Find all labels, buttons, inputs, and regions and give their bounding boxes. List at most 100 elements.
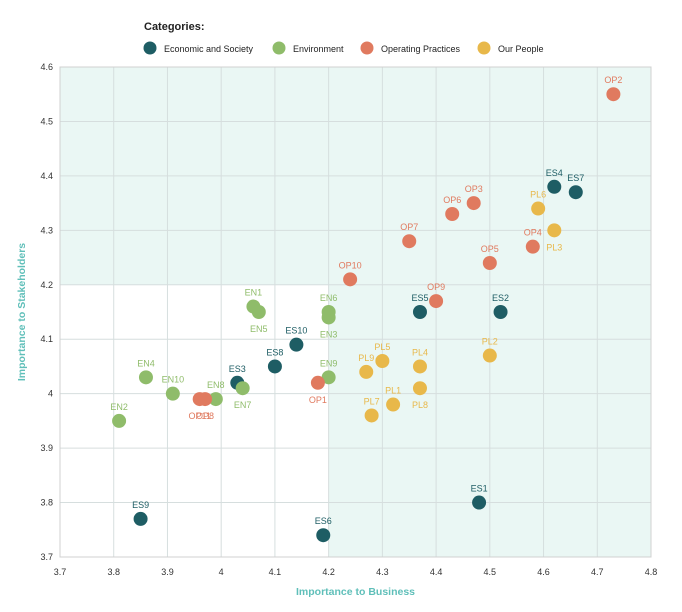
x-tick-label: 3.8 [107, 567, 120, 577]
point-en7[interactable] [235, 381, 250, 396]
point-op2[interactable] [606, 87, 621, 102]
point-en2[interactable] [112, 413, 127, 428]
point-en5[interactable] [251, 305, 266, 319]
point-es1[interactable] [472, 495, 487, 510]
y-tick-labels: 3.7 3.8 3.9 4 4.1 4.2 4.3 4.4 4.5 4.6 [40, 62, 53, 562]
point-label-op2: OP2 [604, 75, 622, 85]
point-pl4[interactable] [412, 359, 427, 374]
point-op11[interactable] [192, 392, 207, 407]
x-tick-label: 4.1 [269, 567, 282, 577]
point-label-es5: ES5 [411, 293, 428, 303]
point-en4[interactable] [138, 370, 153, 385]
point-label-es7: ES7 [567, 173, 584, 183]
x-tick-labels: 3.7 3.8 3.9 4 4.1 4.2 4.3 4.4 4.5 4.6 4.7 4.8 [54, 567, 658, 577]
legend-label-2[interactable]: Environment [293, 44, 344, 54]
x-tick-label: 4.8 [645, 567, 658, 577]
point-op1[interactable] [310, 375, 325, 390]
legend-label-3[interactable]: Operating Practices [381, 44, 461, 54]
x-tick-label: 4.6 [537, 567, 550, 577]
point-es8[interactable] [267, 359, 282, 374]
point-label-es1: ES1 [471, 484, 488, 494]
point-op10[interactable] [343, 272, 358, 287]
y-tick-label: 4 [48, 389, 53, 399]
point-label-pl8: PL8 [412, 400, 428, 410]
point-es6[interactable] [316, 528, 331, 543]
point-label-pl7: PL7 [364, 396, 380, 406]
plot-frame [59, 66, 652, 558]
point-pl6[interactable] [531, 201, 546, 216]
point-label-pl9: PL9 [358, 353, 374, 363]
point-label-en5: EN5 [250, 324, 268, 334]
point-label-op5: OP5 [481, 244, 499, 254]
x-tick-label: 4 [219, 567, 224, 577]
data-points: ES1 ES2 ES3 ES4 ES5 ES6 ES7 ES8 ES9 ES10 EN1 EN2 EN3… [110, 75, 622, 543]
point-pl3[interactable] [547, 223, 562, 238]
point-label-op4: OP4 [524, 228, 542, 238]
point-pl9[interactable] [359, 364, 374, 379]
point-label-op1: OP1 [309, 395, 327, 405]
point-pl8[interactable] [412, 381, 427, 396]
point-label-es4: ES4 [546, 168, 563, 178]
point-es7[interactable] [568, 185, 583, 200]
point-label-op10: OP10 [339, 260, 362, 270]
point-label-en6: EN6 [320, 293, 338, 303]
legend-title: Categories: [144, 21, 205, 33]
point-op5[interactable] [482, 256, 497, 270]
point-label-es8: ES8 [266, 347, 283, 357]
point-pl5[interactable] [375, 354, 390, 368]
point-es4[interactable] [547, 179, 562, 194]
point-label-pl4: PL4 [412, 347, 428, 357]
y-tick-label: 3.7 [40, 552, 53, 562]
y-tick-label: 3.9 [40, 443, 53, 453]
point-es10[interactable] [289, 337, 304, 352]
point-label-en9: EN9 [320, 358, 338, 368]
point-en6[interactable] [321, 305, 336, 319]
y-tick-label: 4.1 [40, 334, 53, 344]
point-op6[interactable] [445, 207, 460, 221]
point-en10[interactable] [165, 386, 180, 401]
x-tick-label: 3.9 [161, 567, 174, 577]
point-label-en2: EN2 [110, 402, 128, 412]
point-es9[interactable] [133, 511, 148, 526]
legend[interactable]: Categories: Economic and Society Environm… [143, 21, 544, 55]
point-es2[interactable] [493, 305, 508, 319]
legend-label-4[interactable]: Our People [498, 44, 544, 54]
point-label-pl2: PL2 [482, 337, 498, 347]
point-pl1[interactable] [386, 397, 401, 412]
point-label-en10: EN10 [162, 375, 185, 385]
point-label-es2: ES2 [492, 293, 509, 303]
point-label-op3: OP3 [465, 184, 483, 194]
point-label-op11: OP11 [189, 411, 211, 421]
x-axis-title: Importance to Business [296, 586, 415, 598]
point-op4[interactable] [525, 239, 540, 254]
y-tick-label: 4.3 [40, 225, 53, 235]
legend-marker-3[interactable] [360, 41, 374, 55]
point-en8[interactable] [208, 392, 223, 407]
point-label-es9: ES9 [132, 500, 149, 510]
x-tick-label: 4.5 [484, 567, 497, 577]
y-tick-label: 4.2 [40, 280, 53, 290]
x-tick-label: 3.7 [54, 567, 67, 577]
point-op7[interactable] [402, 234, 417, 249]
point-es5[interactable] [412, 305, 427, 319]
point-label-es6: ES6 [315, 516, 332, 526]
point-label-en4: EN4 [137, 358, 155, 368]
legend-marker-4[interactable] [477, 41, 491, 55]
y-axis-title: Importance to Stakeholders [16, 243, 28, 381]
point-en9[interactable] [321, 370, 336, 385]
point-pl7[interactable] [364, 408, 379, 423]
y-tick-label: 4.5 [40, 116, 53, 126]
point-label-pl5: PL5 [374, 342, 390, 352]
legend-marker-1[interactable] [143, 41, 157, 55]
legend-marker-2[interactable] [272, 41, 286, 55]
point-label-es10: ES10 [285, 326, 307, 336]
point-label-en1: EN1 [245, 288, 263, 298]
legend-label-1[interactable]: Economic and Society [164, 44, 254, 54]
point-op3[interactable] [466, 196, 481, 211]
point-op9[interactable] [429, 294, 444, 309]
point-label-pl1: PL1 [385, 386, 401, 396]
x-tick-label: 4.4 [430, 567, 443, 577]
point-label-en7: EN7 [234, 400, 252, 410]
point-pl2[interactable] [482, 348, 497, 363]
